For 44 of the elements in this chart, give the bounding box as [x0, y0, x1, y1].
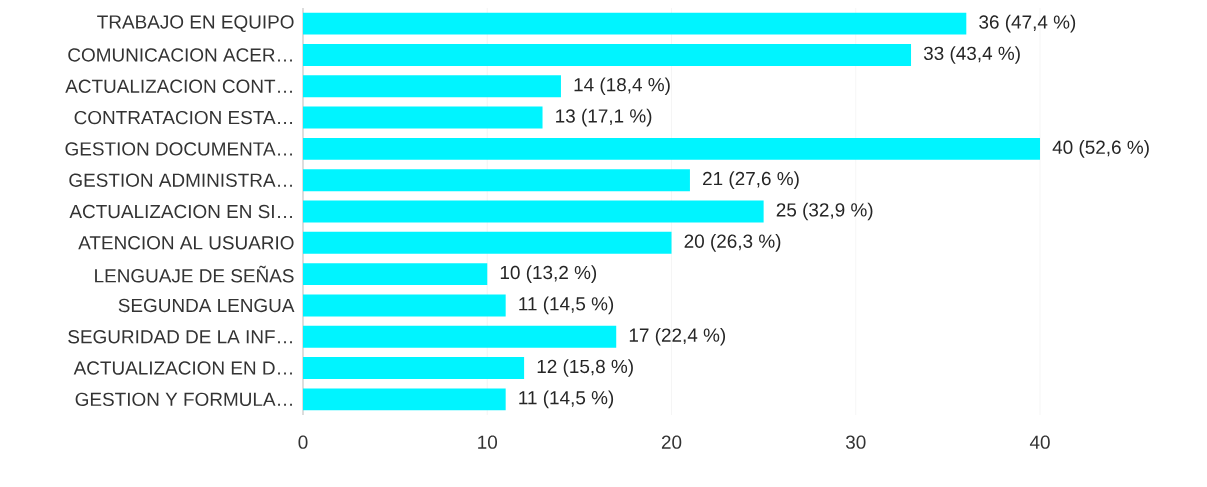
data-label: 25 (32,9 %)	[776, 202, 873, 221]
data-label: 36 (47,4 %)	[979, 14, 1076, 33]
bar	[303, 44, 912, 66]
y-tick-label: GESTION DOCUMENTA…	[65, 142, 292, 156]
bar	[303, 200, 764, 223]
data-label: 12 (15,8 %)	[537, 359, 633, 377]
bar	[303, 106, 543, 129]
data-label: 11 (14,5 %)	[519, 390, 614, 409]
data-label: 13 (17,1 %)	[556, 108, 652, 127]
y-tick-label: ATENCION AL USUARIO	[78, 236, 294, 250]
data-label: 17 (22,4 %)	[629, 327, 726, 346]
y-tick-label: ACTUALIZACION EN SI…	[69, 204, 292, 219]
y-tick-label: COMUNICACION ACER…	[68, 48, 292, 62]
bar	[303, 357, 525, 379]
bar	[303, 388, 506, 411]
bar	[303, 325, 617, 348]
data-label: 10 (13,2 %)	[500, 265, 597, 283]
y-tick-label: SEGURIDAD DE LA INF…	[68, 330, 292, 344]
bar	[303, 231, 672, 254]
x-tick-label: 0	[298, 435, 308, 449]
bar	[303, 12, 967, 35]
bar	[303, 294, 506, 317]
x-tick-label: 20	[661, 435, 682, 449]
bar	[303, 75, 561, 98]
x-tick-label: 10	[478, 435, 498, 449]
x-tick-label: 30	[845, 435, 866, 449]
bar	[303, 169, 690, 192]
y-tick-label: GESTION Y FORMULA…	[75, 392, 292, 407]
y-tick-label: GESTION ADMINISTRA…	[69, 173, 292, 187]
data-label: 14 (18,4 %)	[574, 77, 670, 96]
data-label: 21 (27,6 %)	[703, 171, 799, 190]
y-tick-label: LENGUAJE DE SEÑAS	[95, 265, 294, 283]
y-tick-label: TRABAJO EN EQUIPO	[97, 15, 294, 33]
x-tick-label: 40	[1029, 435, 1050, 449]
bar	[303, 263, 488, 286]
data-label: 20 (26,3 %)	[684, 233, 781, 252]
y-tick-label: CONTRATACION ESTA…	[74, 110, 292, 125]
data-label: 40 (52,6 %)	[1052, 140, 1149, 158]
y-tick-label: ACTUALIZACION CONT…	[65, 79, 292, 93]
y-tick-label: SEGUNDA LENGUA	[118, 298, 295, 313]
data-label: 33 (43,4 %)	[923, 46, 1020, 64]
bar	[303, 137, 1040, 160]
y-tick-label: ACTUALIZACION EN D…	[73, 361, 292, 375]
data-label: 11 (14,5 %)	[519, 296, 614, 315]
